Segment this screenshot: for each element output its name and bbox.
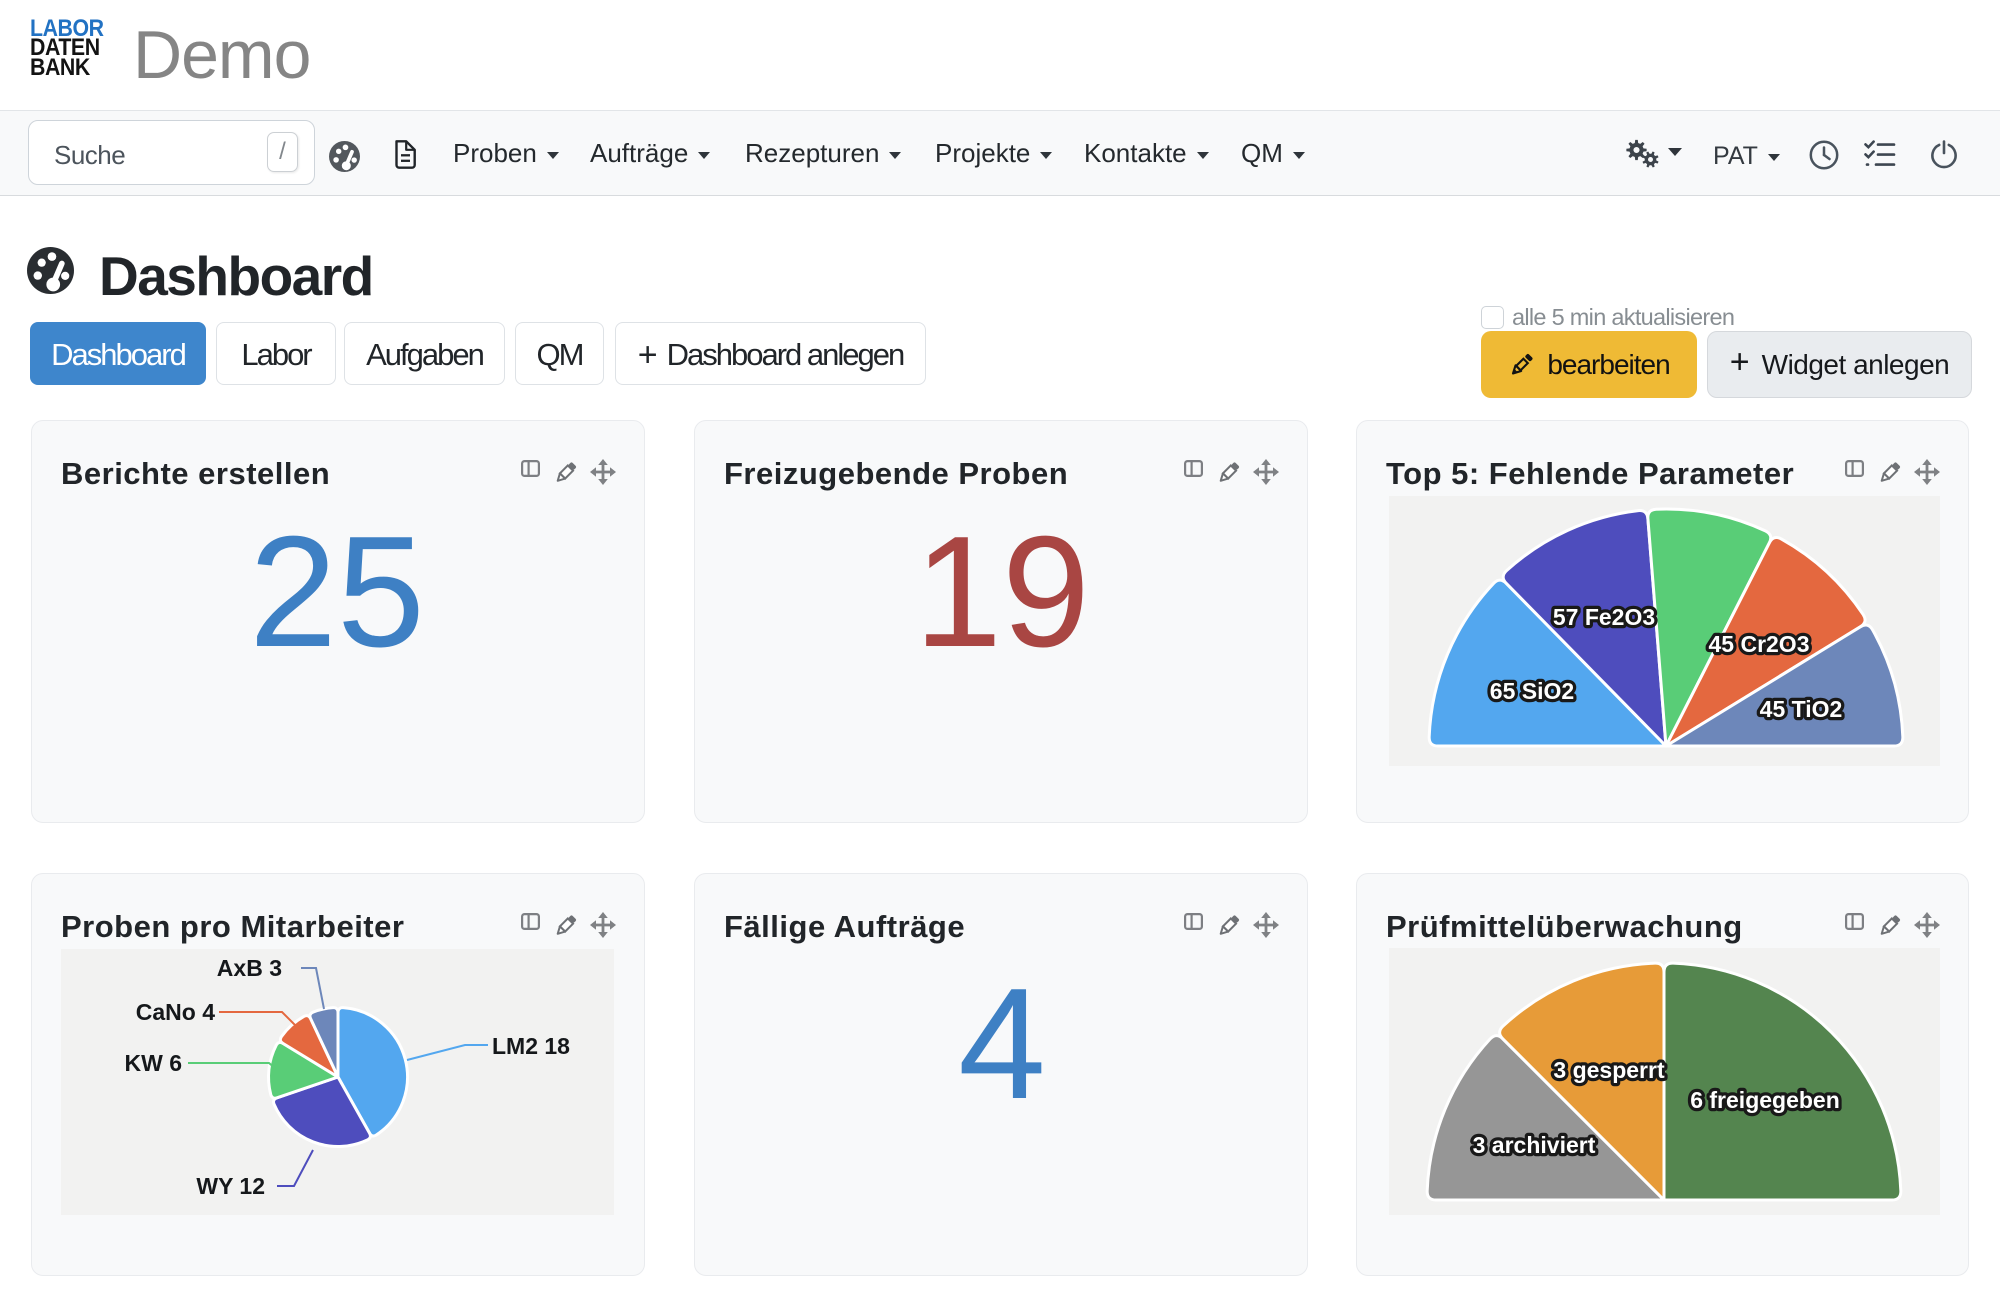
svg-text:3 archiviert: 3 archiviert — [1473, 1132, 1596, 1158]
svg-text:3 gesperrt: 3 gesperrt — [1553, 1057, 1665, 1083]
svg-text:65 SiO2: 65 SiO2 — [1490, 678, 1574, 704]
svg-text:6 freigegeben: 6 freigegeben — [1690, 1087, 1840, 1113]
svg-text:WY 12: WY 12 — [196, 1173, 265, 1199]
svg-text:45 TiO2: 45 TiO2 — [1760, 696, 1843, 722]
svg-text:LM2 18: LM2 18 — [492, 1033, 570, 1059]
svg-text:CaNo 4: CaNo 4 — [136, 999, 215, 1025]
svg-text:AxB 3: AxB 3 — [217, 955, 282, 981]
svg-text:57 Fe2O3: 57 Fe2O3 — [1553, 604, 1655, 630]
svg-text:45 Cr2O3: 45 Cr2O3 — [1708, 631, 1809, 657]
svg-text:KW 6: KW 6 — [125, 1050, 183, 1076]
